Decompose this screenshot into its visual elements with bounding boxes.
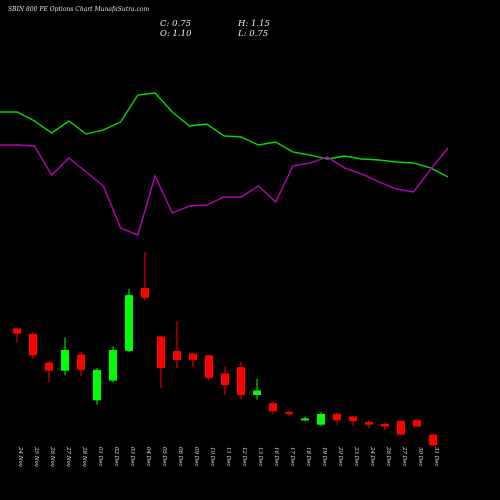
candle-body xyxy=(141,287,149,298)
x-tick-label: 11 Dec xyxy=(225,447,231,467)
x-tick-label: 24 Dec xyxy=(369,446,375,467)
x-tick-label: 26 Nov xyxy=(49,446,55,468)
candle-body xyxy=(157,336,165,368)
candle-body xyxy=(253,390,261,395)
candle-body xyxy=(125,295,133,351)
x-tick-label: 19 Dec xyxy=(321,447,327,467)
candle-body xyxy=(429,434,437,446)
purple-indicator-line xyxy=(0,144,449,236)
low-value: 0.75 xyxy=(249,29,269,39)
open-label: O: xyxy=(160,29,170,39)
candle-body xyxy=(317,413,325,425)
x-tick-label: 23 Dec xyxy=(353,446,359,467)
x-tick-label: 28 Nov xyxy=(81,446,87,468)
x-axis-ticks: 24 Nov 25 Nov 26 Nov 27 Nov 28 Nov 01 Dec 02 D… xyxy=(17,446,439,468)
candle-body xyxy=(61,350,69,371)
candle-body xyxy=(333,413,341,421)
x-tick-label: 04 Dec xyxy=(145,447,151,467)
candle-body xyxy=(77,354,85,370)
open-readout: O: 1.10 xyxy=(160,29,191,39)
candle-body xyxy=(13,328,21,334)
candle-body xyxy=(221,373,229,386)
candle-body xyxy=(397,421,405,435)
x-tick-label: 18 Dec xyxy=(305,447,311,467)
high-label: H: xyxy=(238,19,249,29)
x-tick-label: 02 Dec xyxy=(113,447,119,467)
close-label: C: xyxy=(160,19,170,29)
candle-body xyxy=(285,412,293,415)
high-value: 1.15 xyxy=(250,19,270,29)
chart-title: SBIN 800 PE Options Chart MunafaSutra.co… xyxy=(8,6,150,13)
candle-body xyxy=(205,355,213,378)
x-tick-label: 16 Dec xyxy=(273,447,279,467)
candle-body xyxy=(45,362,53,371)
x-tick-label: 26 Dec xyxy=(385,446,391,467)
x-tick-label: 01 Dec xyxy=(97,447,103,467)
close-value: 0.75 xyxy=(172,19,192,29)
x-tick-label: 27 Dec xyxy=(401,446,407,467)
x-tick-label: 13 Dec xyxy=(257,447,263,467)
candle-body xyxy=(365,422,373,425)
low-readout: L: 0.75 xyxy=(238,29,268,39)
candle-body xyxy=(189,353,197,360)
x-tick-label: 03 Dec xyxy=(129,447,135,467)
candle-body xyxy=(269,403,277,412)
candle-body xyxy=(413,420,421,427)
x-tick-label: 12 Dec xyxy=(241,447,247,467)
x-tick-label: 17 Dec xyxy=(289,447,295,467)
low-label: L: xyxy=(238,29,247,39)
candle-body xyxy=(29,333,37,356)
candle-body xyxy=(349,416,357,422)
green-indicator-line xyxy=(0,92,449,178)
x-tick-label: 27 Nov xyxy=(65,446,71,468)
high-readout: H: 1.15 xyxy=(238,19,270,29)
x-tick-label: 10 Dec xyxy=(209,447,215,467)
x-tick-label: 06 Dec xyxy=(177,447,183,467)
close-readout: C: 0.75 xyxy=(160,19,191,29)
x-tick-label: 31 Dec xyxy=(433,447,439,467)
candle-body xyxy=(237,367,245,395)
indicator-lines xyxy=(0,92,449,236)
x-tick-label: 09 Dec xyxy=(193,447,199,467)
x-tick-label: 20 Dec xyxy=(337,446,343,467)
candle-body xyxy=(381,423,389,427)
candle-body xyxy=(301,418,309,421)
candle-body xyxy=(93,369,101,401)
candle-body xyxy=(173,350,181,360)
x-tick-label: 30 Dec xyxy=(417,447,423,467)
candles-group xyxy=(13,251,437,447)
x-tick-label: 25 Nov xyxy=(33,446,39,468)
candle-body xyxy=(109,350,117,381)
x-tick-label: 05 Dec xyxy=(161,447,167,467)
x-tick-label: 24 Nov xyxy=(17,446,23,468)
open-value: 1.10 xyxy=(172,29,192,39)
